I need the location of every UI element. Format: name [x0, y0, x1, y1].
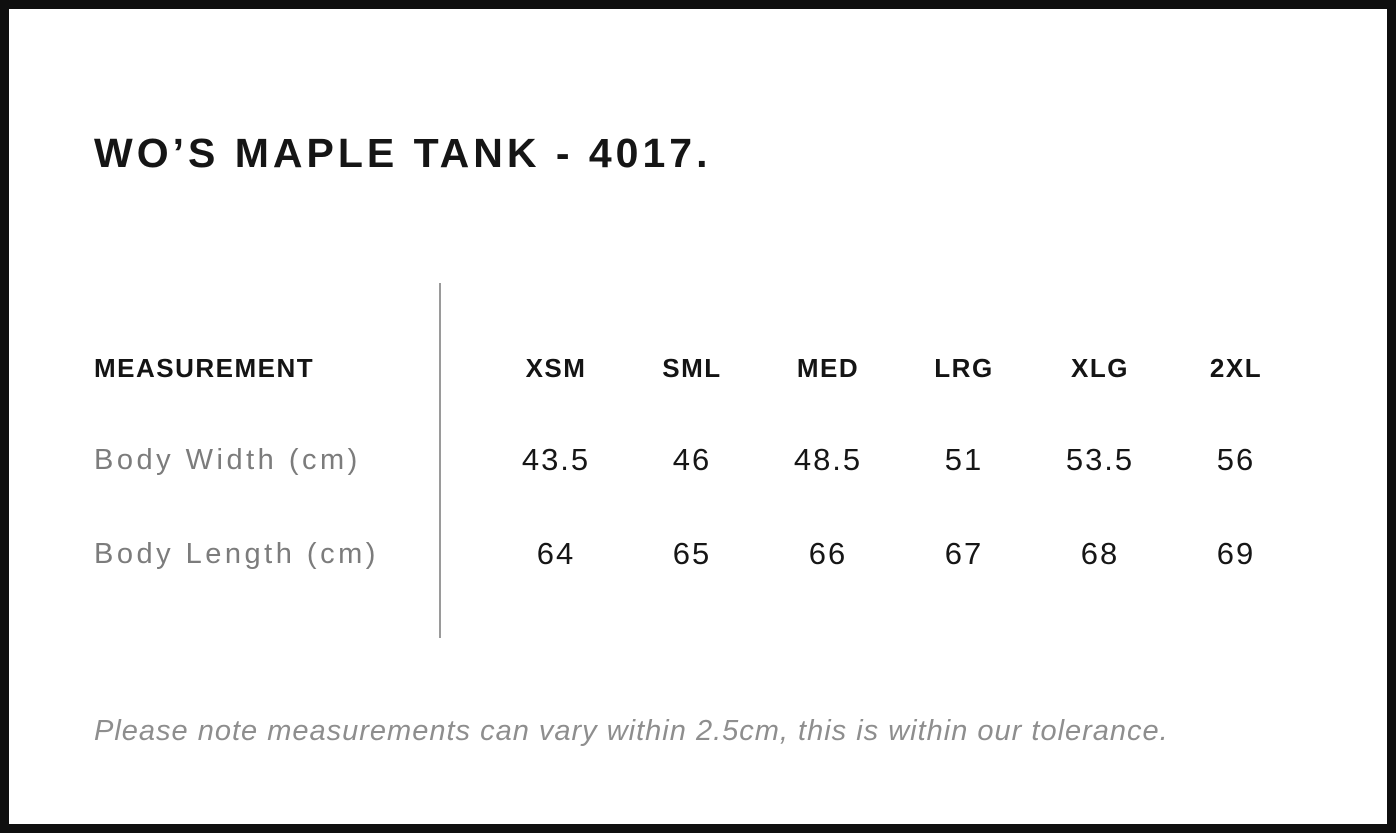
column-header-measurement: MEASUREMENT: [94, 352, 315, 383]
tolerance-note: Please note measurements can vary within…: [94, 714, 1169, 747]
size-value-cell: 66: [808, 536, 848, 571]
size-value-cell: 69: [1216, 536, 1256, 571]
size-value-cell: 53.5: [1065, 442, 1135, 477]
column-header-size-lrg: LRG: [934, 352, 994, 383]
column-header-size-med: MED: [796, 352, 860, 383]
size-value-cell: 46: [672, 442, 712, 477]
row-label: Body Length (cm): [94, 537, 379, 570]
size-value-cell: 68: [1080, 536, 1120, 571]
table-row-body-width: Body Width (cm) 43.5 46 48.5 51 53.5 56: [94, 432, 1304, 488]
size-value-cell: 48.5: [793, 442, 863, 477]
size-value-cell: 64: [536, 536, 576, 571]
size-value-cell: 51: [944, 442, 984, 477]
table-row-body-length: Body Length (cm) 64 65 66 67 68 69: [94, 526, 1304, 582]
column-header-size-2xl: 2XL: [1209, 352, 1263, 383]
column-header-size-xsm: XSM: [525, 352, 587, 383]
column-divider: [439, 283, 441, 638]
page-title: WO’S MAPLE TANK - 4017.: [94, 130, 712, 177]
row-label: Body Width (cm): [94, 443, 361, 476]
column-header-size-xlg: XLG: [1071, 352, 1129, 383]
column-header-size-sml: SML: [662, 352, 722, 383]
size-value-cell: 56: [1216, 442, 1256, 477]
size-value-cell: 67: [944, 536, 984, 571]
size-value-cell: 65: [672, 536, 712, 571]
size-value-cell: 43.5: [521, 442, 591, 477]
table-header-row: MEASUREMENT XSM SML MED LRG XLG 2XL: [94, 340, 1304, 396]
